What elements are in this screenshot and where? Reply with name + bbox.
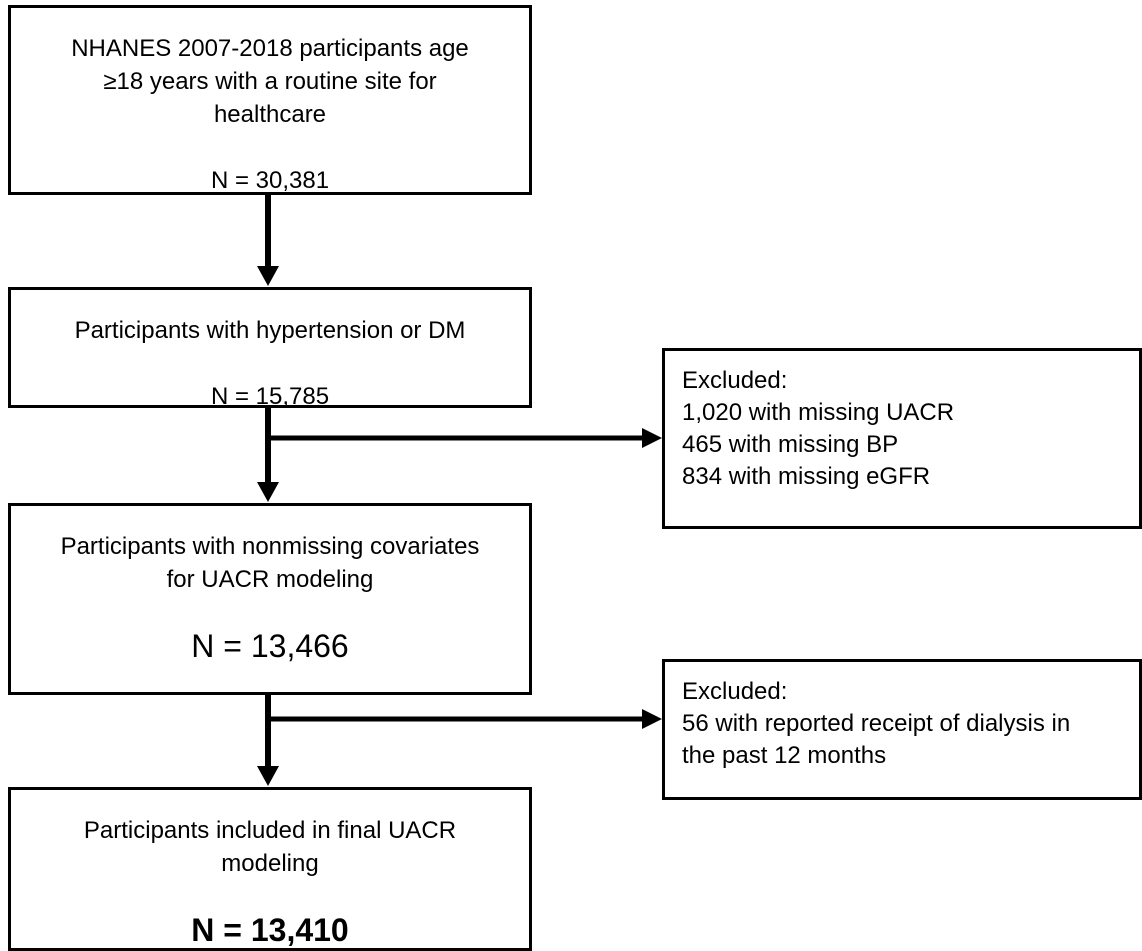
- box4-line-2: modeling: [221, 850, 319, 877]
- arrowhead-box1-to-box2: [257, 266, 279, 286]
- box-final-uacr-modeling: Participants included in final UACR mode…: [8, 787, 532, 951]
- box1-line-1: NHANES 2007-2018 participants age: [71, 35, 469, 62]
- box2-line-1: Participants with hypertension or DM: [74, 317, 466, 344]
- arrowhead-to-exclusion1: [642, 428, 662, 448]
- exclusion1-line-3: 465 with missing BP: [682, 431, 899, 458]
- arrowhead-box2-to-box3: [257, 482, 279, 502]
- box1-line-2: ≥18 years with a routine site for: [103, 68, 437, 95]
- exclusion1-line-1: Excluded:: [682, 367, 788, 394]
- box4-line-1: Participants included in final UACR: [83, 817, 457, 844]
- box-nonmissing-covariates: Participants with nonmissing covariates …: [8, 503, 532, 695]
- exclusion2-line-3: the past 12 months: [682, 742, 887, 769]
- exclusion1-line-4: 834 with missing eGFR: [682, 463, 931, 490]
- exclusion2-line-1: Excluded:: [682, 678, 788, 705]
- box-exclusion-missing-data: Excluded: 1,020 with missing UACR 465 wi…: [662, 348, 1142, 529]
- arrowhead-box3-to-box4: [257, 766, 279, 786]
- box-nhanes-participants: NHANES 2007-2018 participants age ≥18 ye…: [8, 5, 532, 195]
- arrowhead-to-exclusion2: [642, 709, 662, 729]
- box3-count: N = 13,466: [191, 628, 349, 664]
- box-hypertension-or-dm: Participants with hypertension or DM N =…: [8, 287, 532, 410]
- box3-line-2: for UACR modeling: [166, 566, 374, 593]
- box-exclusion-dialysis: Excluded: 56 with reported receipt of di…: [662, 659, 1142, 800]
- exclusion2-line-2: 56 with reported receipt of dialysis in: [682, 710, 1071, 737]
- box1-count: N = 30,381: [210, 167, 330, 194]
- box3-line-1: Participants with nonmissing covariates: [60, 533, 480, 560]
- box2-count: N = 15,785: [210, 383, 330, 410]
- box1-line-3: healthcare: [213, 101, 327, 128]
- exclusion1-line-2: 1,020 with missing UACR: [682, 399, 955, 426]
- box4-count: N = 13,410: [191, 912, 349, 948]
